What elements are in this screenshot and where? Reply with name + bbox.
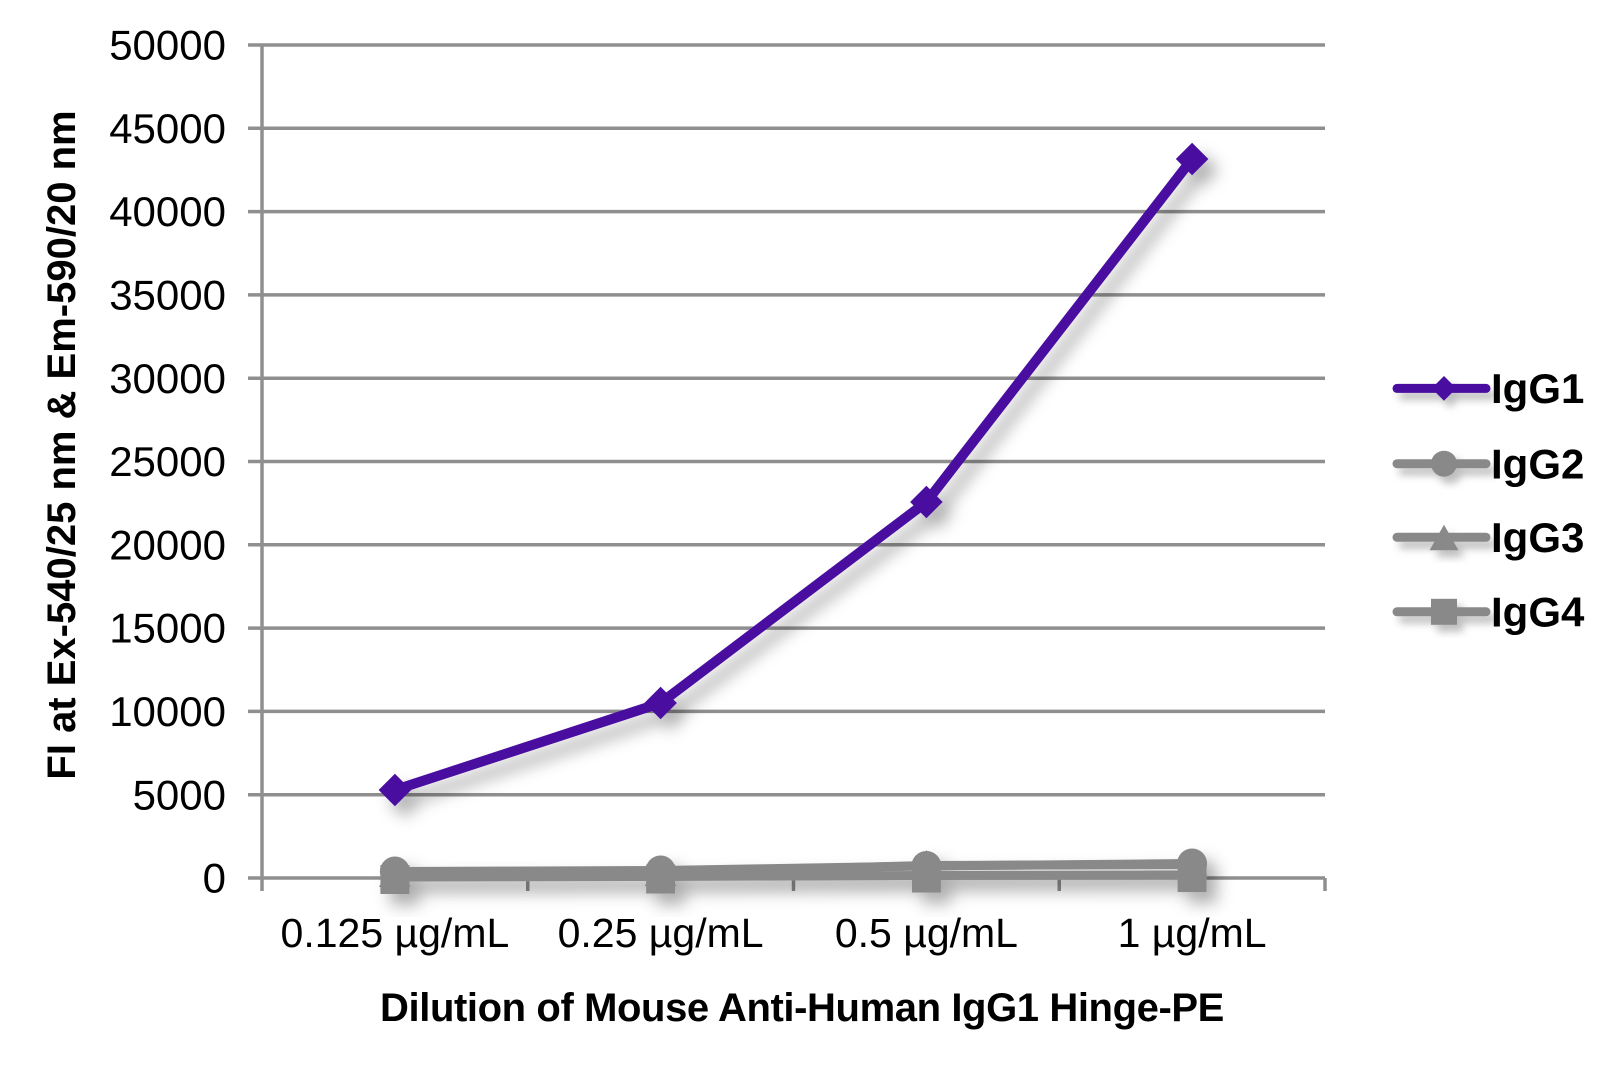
svg-text:0.125 µg/mL: 0.125 µg/mL [281,910,510,956]
svg-text:IgG1: IgG1 [1491,365,1584,412]
svg-text:IgG4: IgG4 [1491,588,1585,635]
svg-text:15000: 15000 [109,605,226,652]
svg-text:10000: 10000 [109,688,226,735]
svg-text:IgG2: IgG2 [1491,440,1584,487]
svg-text:50000: 50000 [109,22,226,69]
svg-text:40000: 40000 [109,188,226,235]
svg-text:1 µg/mL: 1 µg/mL [1118,910,1267,956]
svg-text:Dilution of Mouse Anti-Human I: Dilution of Mouse Anti-Human IgG1 Hinge-… [380,986,1224,1030]
svg-text:20000: 20000 [109,521,226,568]
svg-text:FI at Ex-540/25 nm & Em-590/20: FI at Ex-540/25 nm & Em-590/20 nm [40,110,84,779]
svg-text:IgG3: IgG3 [1491,514,1584,561]
svg-text:0.5 µg/mL: 0.5 µg/mL [835,910,1018,956]
svg-text:0.25 µg/mL: 0.25 µg/mL [558,910,764,956]
svg-text:35000: 35000 [109,272,226,319]
svg-text:5000: 5000 [133,771,226,818]
svg-text:25000: 25000 [109,438,226,485]
svg-text:45000: 45000 [109,105,226,152]
svg-text:0: 0 [203,855,226,902]
svg-text:30000: 30000 [109,355,226,402]
